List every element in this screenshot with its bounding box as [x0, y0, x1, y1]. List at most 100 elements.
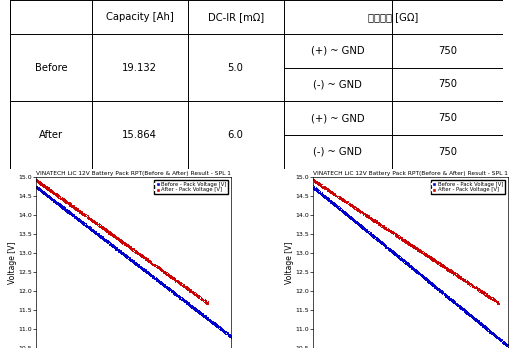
Point — [116, 238, 125, 243]
Point — [143, 270, 151, 276]
Point — [213, 323, 222, 329]
Point — [381, 226, 389, 232]
Point — [380, 242, 388, 247]
Point — [498, 340, 506, 345]
Point — [336, 197, 344, 202]
Point — [174, 280, 182, 285]
Point — [204, 299, 212, 304]
Point — [473, 285, 482, 291]
Point — [217, 326, 225, 332]
Point — [192, 292, 200, 298]
Point — [40, 182, 48, 188]
Point — [113, 246, 121, 252]
Point — [385, 248, 393, 254]
Point — [234, 338, 243, 343]
Point — [187, 288, 195, 294]
Point — [346, 213, 354, 219]
Point — [317, 182, 325, 187]
Point — [336, 196, 344, 201]
Point — [426, 279, 434, 285]
Point — [91, 231, 100, 236]
Point — [372, 234, 380, 239]
Point — [318, 190, 326, 196]
Point — [320, 193, 328, 199]
Point — [336, 207, 344, 213]
Point — [369, 235, 378, 240]
Point — [397, 257, 405, 263]
Point — [51, 199, 59, 204]
Point — [69, 203, 77, 209]
Point — [317, 190, 325, 196]
Point — [44, 185, 52, 191]
Point — [478, 289, 486, 294]
Point — [430, 282, 438, 288]
Point — [131, 247, 140, 253]
Point — [363, 228, 371, 234]
Point — [174, 293, 183, 299]
Point — [92, 220, 100, 226]
Point — [353, 206, 361, 212]
Point — [72, 216, 81, 222]
Point — [102, 228, 110, 234]
Point — [407, 243, 415, 248]
Point — [446, 268, 455, 274]
Point — [310, 185, 318, 190]
Point — [239, 342, 247, 348]
Point — [102, 227, 110, 233]
Point — [384, 245, 392, 250]
Point — [346, 201, 354, 207]
Point — [54, 202, 63, 208]
Point — [101, 238, 109, 244]
Point — [458, 277, 466, 283]
Point — [327, 189, 336, 194]
Point — [69, 203, 77, 209]
Point — [421, 276, 429, 282]
Point — [436, 260, 444, 266]
Point — [217, 327, 225, 333]
Point — [378, 240, 386, 246]
Point — [489, 330, 498, 335]
Point — [138, 267, 146, 272]
Point — [107, 231, 115, 236]
Point — [212, 323, 220, 328]
Point — [442, 294, 450, 300]
Point — [35, 186, 44, 192]
Point — [67, 211, 75, 217]
Point — [315, 181, 323, 187]
Point — [114, 247, 122, 252]
Point — [361, 229, 369, 234]
Point — [487, 330, 495, 335]
Point — [433, 259, 442, 264]
Point — [397, 256, 405, 262]
Point — [65, 211, 73, 216]
Point — [47, 196, 55, 202]
Point — [389, 249, 397, 255]
Point — [172, 290, 180, 296]
Point — [123, 253, 131, 259]
Point — [157, 268, 165, 274]
Point — [407, 242, 416, 247]
Point — [396, 234, 404, 240]
Point — [94, 223, 102, 229]
Point — [339, 198, 347, 203]
Point — [61, 206, 69, 211]
Point — [430, 258, 439, 264]
Point — [103, 227, 111, 233]
Point — [350, 219, 359, 225]
Point — [94, 223, 103, 229]
Point — [144, 259, 152, 265]
Point — [52, 199, 61, 204]
Point — [239, 343, 247, 348]
Point — [83, 222, 91, 227]
Point — [37, 189, 45, 195]
Point — [482, 326, 490, 331]
Point — [416, 272, 424, 278]
Point — [160, 282, 168, 287]
Point — [117, 240, 126, 245]
Point — [342, 212, 350, 218]
Point — [321, 185, 329, 191]
Point — [352, 219, 360, 224]
Point — [405, 241, 413, 246]
Point — [33, 184, 42, 190]
Point — [104, 228, 112, 234]
